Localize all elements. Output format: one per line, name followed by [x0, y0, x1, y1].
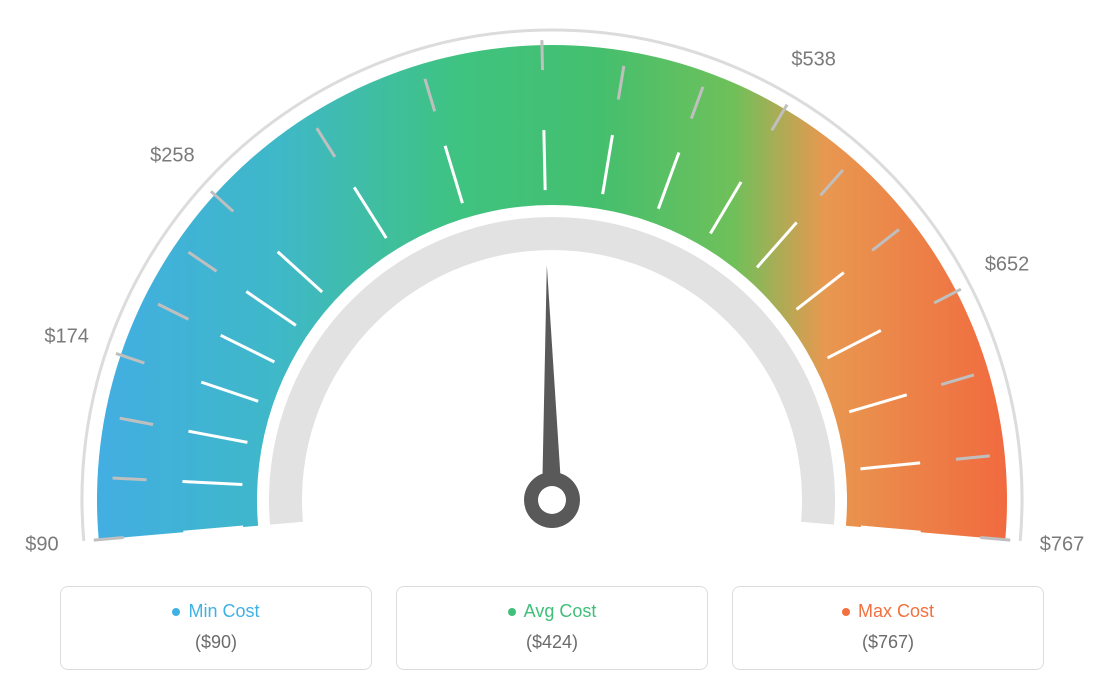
gauge-tick-label: $767 [1040, 533, 1085, 556]
gauge-tick-label: $538 [791, 48, 836, 71]
cost-gauge-container: $90$174$258$424$538$652$767 Min Cost ($9… [0, 0, 1104, 690]
dot-icon [508, 608, 516, 616]
gauge-chart: $90$174$258$424$538$652$767 [0, 0, 1104, 560]
legend-row: Min Cost ($90) Avg Cost ($424) Max Cost … [0, 586, 1104, 670]
dot-icon [842, 608, 850, 616]
dot-icon [172, 608, 180, 616]
legend-max-label-text: Max Cost [858, 601, 934, 621]
legend-min-cost: Min Cost ($90) [60, 586, 372, 670]
legend-avg-cost: Avg Cost ($424) [396, 586, 708, 670]
legend-avg-value: ($424) [397, 632, 707, 653]
legend-min-label: Min Cost [61, 601, 371, 622]
gauge-tick-label: $90 [25, 533, 58, 556]
gauge-tick-label: $174 [44, 325, 89, 348]
legend-avg-label: Avg Cost [397, 601, 707, 622]
legend-max-label: Max Cost [733, 601, 1043, 622]
gauge-tick-label: $652 [985, 254, 1030, 277]
legend-max-cost: Max Cost ($767) [732, 586, 1044, 670]
legend-max-value: ($767) [733, 632, 1043, 653]
legend-avg-label-text: Avg Cost [524, 601, 597, 621]
legend-min-label-text: Min Cost [188, 601, 259, 621]
gauge-tick-label: $258 [150, 145, 195, 168]
legend-min-value: ($90) [61, 632, 371, 653]
